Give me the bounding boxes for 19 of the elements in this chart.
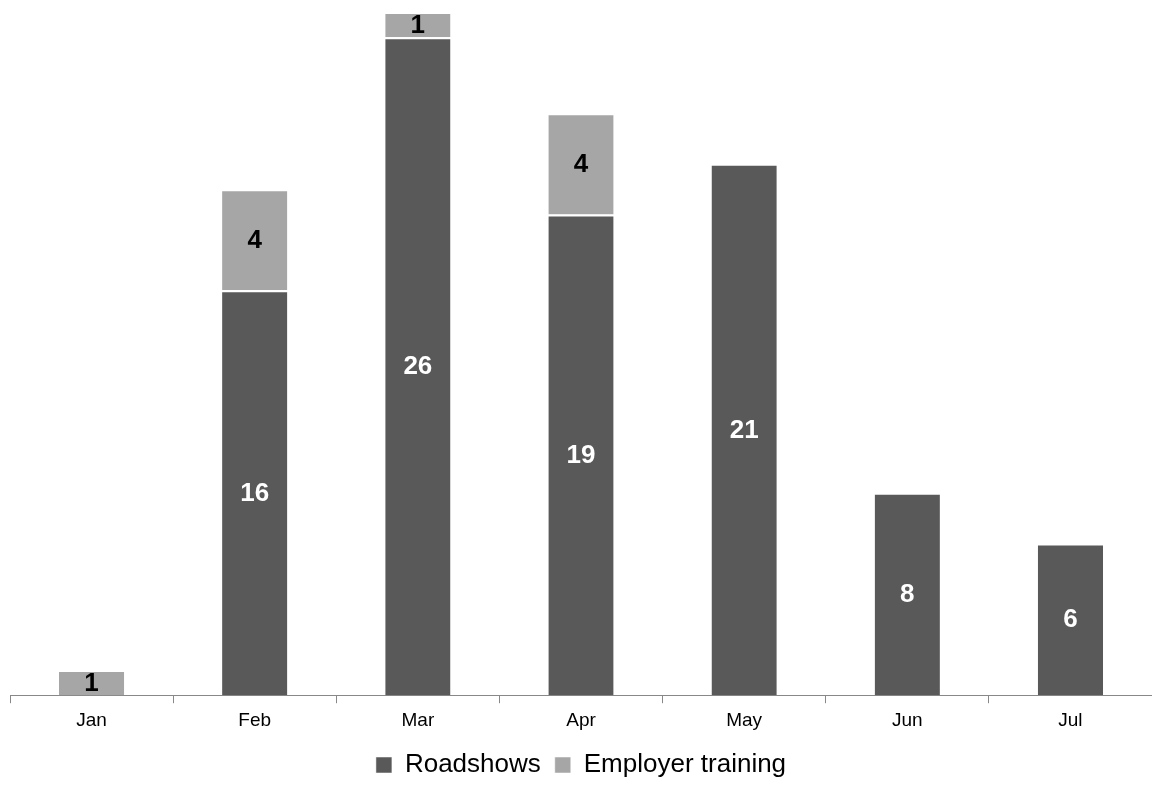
data-label: 16 [240,476,270,507]
x-tick-label: Feb [238,708,272,730]
data-label: 8 [900,578,915,609]
x-tick-label: Jul [1058,708,1083,730]
x-tick-label: Jan [76,708,107,730]
legend-label: Employer training [583,748,787,779]
data-label: 21 [729,413,759,444]
data-label: 6 [1063,603,1078,634]
data-label: 4 [247,223,263,254]
x-tick-label: Jun [891,708,923,730]
data-label: 4 [573,147,589,178]
data-label: 26 [403,350,433,381]
data-label: 19 [566,438,596,469]
x-tick-label: Apr [566,708,597,730]
data-label: 1 [84,666,99,697]
x-tick-label: Mar [401,708,435,730]
data-label: 1 [410,8,426,39]
legend-label: Roadshows [404,748,541,779]
x-tick-label: May [726,708,763,730]
